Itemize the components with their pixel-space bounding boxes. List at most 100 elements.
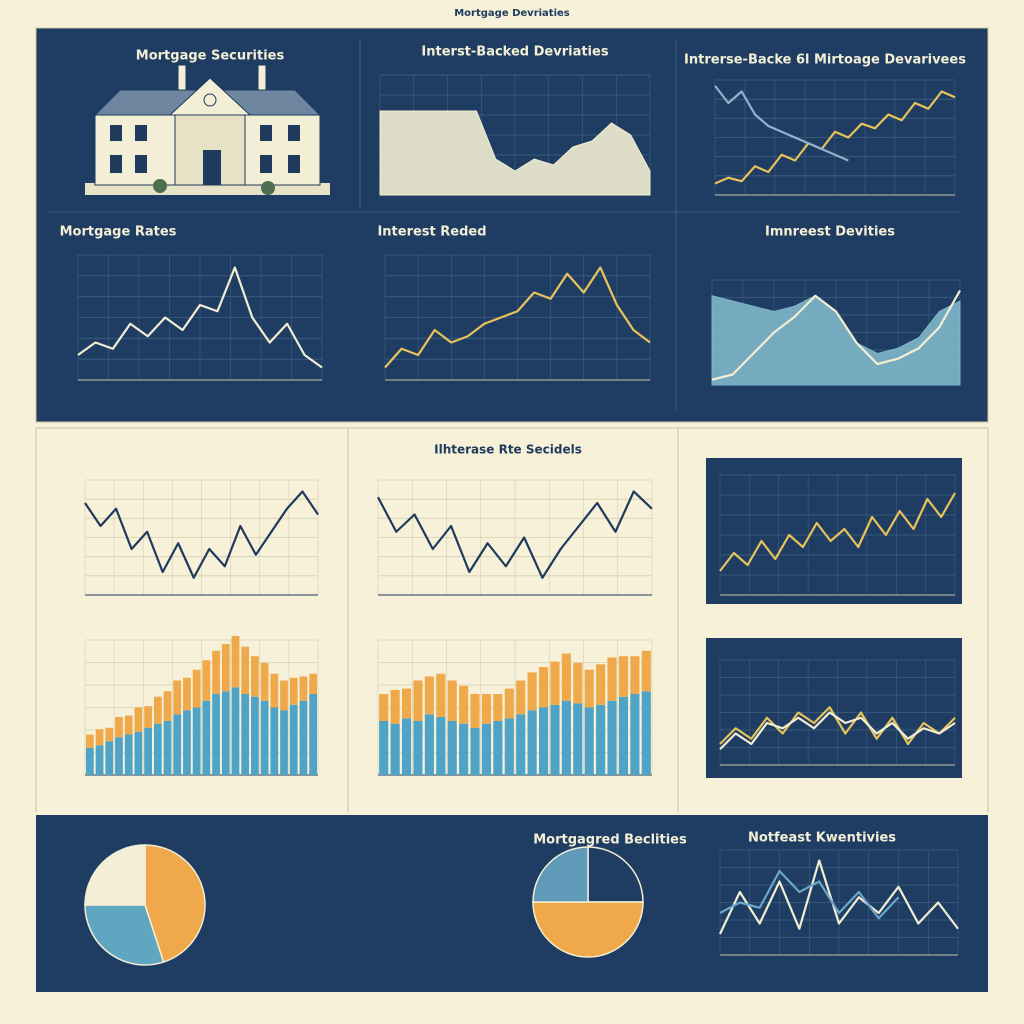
bar-segment xyxy=(241,646,250,694)
chart-title: Notfeast Kwentivies xyxy=(748,831,896,846)
bar-segment xyxy=(607,657,617,701)
line xyxy=(714,85,849,162)
bar-segment xyxy=(202,660,211,701)
bar-segment xyxy=(95,729,104,746)
bar-segment xyxy=(309,694,318,775)
bar-segment xyxy=(231,635,240,688)
chart-title: Imnreest Devities xyxy=(765,225,895,240)
line xyxy=(719,492,956,572)
bar-segment xyxy=(470,727,480,775)
bar-segment xyxy=(153,723,162,775)
bar-segment xyxy=(493,721,503,775)
dark-box xyxy=(706,458,962,604)
bar-segment xyxy=(481,723,492,775)
bar-segment xyxy=(618,696,629,775)
bar-segment xyxy=(630,656,640,694)
bar-segment xyxy=(105,727,114,742)
bar-segment xyxy=(413,721,423,775)
bar-segment xyxy=(379,694,389,721)
bar-segment xyxy=(289,704,298,775)
bar-segment xyxy=(424,714,434,775)
bar-segment xyxy=(251,696,259,775)
area xyxy=(711,295,961,386)
area xyxy=(379,110,651,196)
pie-slice xyxy=(84,844,146,906)
bar-segment xyxy=(163,721,172,775)
bar-segment xyxy=(260,662,269,701)
bar-segment xyxy=(527,672,537,711)
pie-slice xyxy=(532,901,644,958)
bar-segment xyxy=(379,721,389,775)
bar-segment xyxy=(596,664,606,705)
bar-segment xyxy=(459,685,469,724)
bar-segment xyxy=(309,673,318,694)
bar-segment xyxy=(401,718,412,775)
chart-title: Interst-Backed Devriaties xyxy=(421,45,608,60)
bar-segment xyxy=(618,656,629,697)
line xyxy=(384,266,651,369)
bar-segment xyxy=(134,707,143,732)
bar-segment xyxy=(173,714,182,775)
bar-segment xyxy=(504,718,514,775)
bar-segment xyxy=(413,680,423,721)
bar-segment xyxy=(401,688,412,719)
bar-segment xyxy=(85,734,94,748)
bar-segment xyxy=(95,745,104,775)
bar-segment xyxy=(573,703,583,775)
bar-segment xyxy=(527,710,537,775)
bar-segment xyxy=(270,673,279,708)
pie-slice xyxy=(144,844,206,964)
pie-slice xyxy=(84,904,165,966)
bar-segment xyxy=(192,669,201,708)
bar-segment xyxy=(192,707,201,775)
bar-segment xyxy=(561,653,571,701)
bar-segment xyxy=(289,677,298,705)
bar-segment xyxy=(596,704,606,775)
bar-segment xyxy=(436,673,446,717)
line xyxy=(377,490,653,579)
line xyxy=(719,869,900,920)
chart-title: Ilhterase Rte Secidels xyxy=(434,443,582,457)
bar-segment xyxy=(550,661,560,705)
bar-segment xyxy=(105,741,114,775)
bar-segment xyxy=(202,700,211,775)
line xyxy=(711,289,961,381)
bar-segment xyxy=(183,677,191,711)
bar-segment xyxy=(584,669,594,708)
bar-segment xyxy=(280,710,288,775)
bar-segment xyxy=(493,694,503,721)
bar-segment xyxy=(115,716,123,738)
bar-segment xyxy=(573,662,583,704)
bar-segment xyxy=(212,694,220,775)
bar-segment xyxy=(641,650,651,692)
bar-segment xyxy=(251,656,259,697)
bar-segment xyxy=(538,707,549,775)
bar-segment xyxy=(231,687,240,775)
bar-segment xyxy=(144,706,152,728)
bar-segment xyxy=(212,650,220,694)
line xyxy=(84,490,319,579)
bar-segment xyxy=(221,691,230,775)
bar-segment xyxy=(481,694,492,724)
bar-segment xyxy=(504,688,514,719)
bar-segment xyxy=(561,700,571,775)
bar-segment xyxy=(85,748,94,775)
header: Mortgage Devriaties xyxy=(454,8,570,19)
bar-segment xyxy=(124,715,133,735)
house-illustration xyxy=(85,64,330,195)
chart-title: Mortgagred Beclities xyxy=(533,833,687,848)
bar-segment xyxy=(134,731,143,775)
bar-segment xyxy=(516,714,526,775)
chart-title: Interest Reded xyxy=(377,225,486,240)
line xyxy=(719,711,956,751)
bar-segment xyxy=(221,644,230,692)
bar-segment xyxy=(144,727,152,775)
bar-segment xyxy=(459,723,469,775)
dark-box xyxy=(706,638,962,778)
pie-slice xyxy=(532,846,589,903)
bar-segment xyxy=(424,676,434,715)
line xyxy=(719,859,959,935)
bar-segment xyxy=(299,676,308,701)
bar-segment xyxy=(447,721,457,775)
